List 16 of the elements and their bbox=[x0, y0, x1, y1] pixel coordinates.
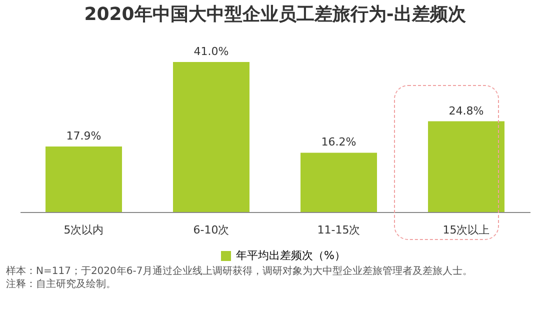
bar bbox=[428, 121, 504, 212]
text: 注释：自主研究及绘制。 bbox=[6, 278, 117, 291]
x-tick-label: 6-10次 bbox=[193, 224, 230, 236]
data-label: 16.2% bbox=[321, 136, 356, 149]
chart-title: 2020年中国大中型企业员工差旅行为-出差频次 bbox=[84, 4, 467, 25]
data-label: 41.0% bbox=[194, 45, 229, 58]
x-tick-label: 15次以上 bbox=[442, 224, 490, 236]
x-tick-label: 11-15次 bbox=[317, 224, 360, 236]
legend-label: 年平均出差频次（%） bbox=[236, 249, 346, 262]
bar bbox=[173, 62, 250, 212]
bar bbox=[300, 152, 377, 212]
data-label: 24.8% bbox=[448, 104, 484, 118]
data-label: 17.9% bbox=[66, 130, 102, 143]
text: 样本：N=117；于2020年6-7月通过企业线上调研获得，调研对象为大中型企业差旅管理者及差旅人士。 bbox=[6, 265, 474, 278]
x-tick-label: 5次以内 bbox=[64, 224, 104, 236]
bar bbox=[46, 146, 122, 212]
